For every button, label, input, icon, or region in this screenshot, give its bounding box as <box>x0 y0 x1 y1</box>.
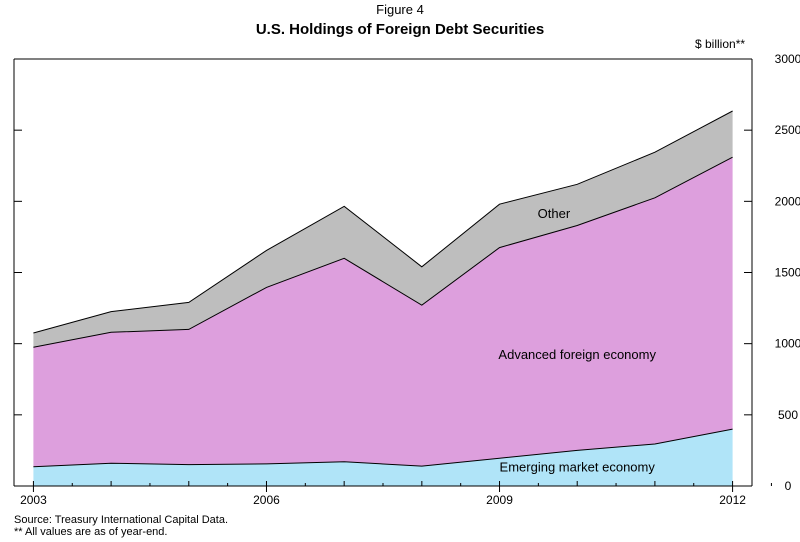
y-tick-label: 500 <box>778 408 798 422</box>
chart-notes: Source: Treasury International Capital D… <box>14 514 228 538</box>
line-emerging-market-economy <box>33 428 733 468</box>
area-emerging-market-economy <box>33 429 733 486</box>
line-other <box>33 110 733 334</box>
line-advanced-foreign-economy <box>33 156 733 348</box>
x-tick-label: 2012 <box>719 493 746 507</box>
figure-label: Figure 4 <box>376 2 424 17</box>
x-tick-label: 2003 <box>20 493 47 507</box>
x-tick-label: 2006 <box>253 493 280 507</box>
chart-title: U.S. Holdings of Foreign Debt Securities <box>255 21 545 38</box>
y-tick-label: 2500 <box>775 123 800 137</box>
area-advanced-foreign-economy <box>33 157 733 467</box>
series-label: Other <box>538 206 571 221</box>
x-tick-label: 2009 <box>486 493 513 507</box>
series-label: Advanced foreign economy <box>498 347 656 362</box>
y-tick-label: 1500 <box>775 266 800 280</box>
series-label: Emerging market economy <box>500 459 656 474</box>
y-tick-label: 1000 <box>775 337 800 351</box>
y-tick-label: 0 <box>785 479 792 493</box>
y-tick-label: 3000 <box>775 52 800 66</box>
area-other <box>33 111 733 348</box>
y-tick-label: 2000 <box>775 194 800 208</box>
source-note: Source: Treasury International Capital D… <box>14 514 229 526</box>
y-axis-unit-label: $ billion** <box>695 37 746 51</box>
footnote: ** All values are as of year-end. <box>14 526 168 538</box>
